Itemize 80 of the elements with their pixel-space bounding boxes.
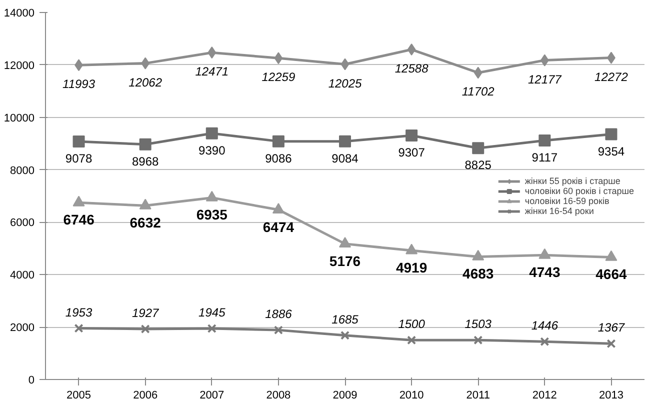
point: [274, 326, 283, 335]
data-label: 12025: [328, 76, 362, 90]
y-tick-label: 4000: [10, 270, 35, 282]
point: [474, 336, 483, 345]
y-tick-label: 14000: [4, 8, 35, 20]
y-tick-label: 0: [28, 374, 35, 386]
point: [272, 135, 284, 148]
data-label: 1927: [132, 306, 160, 320]
data-label: 6935: [196, 206, 228, 223]
point: [406, 130, 418, 142]
data-label: 8968: [132, 154, 160, 168]
data-label: 1953: [65, 305, 92, 320]
point: [139, 138, 152, 150]
data-label: 11702: [462, 84, 495, 99]
legend-label: жінки 16-54 роки: [524, 206, 594, 216]
data-label: 12177: [528, 72, 563, 86]
data-label: 9390: [198, 143, 226, 158]
data-label: 9354: [598, 144, 625, 158]
data-label: 12062: [128, 75, 162, 90]
data-label: 9078: [65, 152, 92, 166]
x-tick-label: 2013: [598, 390, 624, 401]
data-label: 1886: [265, 307, 292, 322]
point: [140, 324, 150, 334]
point: [207, 324, 216, 334]
legend-label: чоловіки 16-59 років: [524, 196, 610, 206]
data-label: 12471: [195, 64, 229, 79]
data-label: 1945: [198, 306, 226, 320]
data-label: 6632: [130, 214, 162, 231]
data-label: 9084: [332, 151, 359, 166]
x-tick-label: 2010: [399, 390, 424, 401]
data-label: 1500: [398, 317, 426, 332]
data-label: 12272: [594, 70, 628, 84]
x-tick-label: 2005: [66, 390, 92, 401]
data-label: 12259: [262, 70, 296, 84]
point: [72, 136, 85, 148]
data-label: 6746: [63, 212, 95, 228]
point: [474, 66, 482, 79]
data-label: 4664: [596, 266, 628, 282]
x-tick-label: 2011: [466, 390, 490, 401]
data-label: 4919: [396, 260, 428, 276]
data-label: 1685: [332, 312, 359, 326]
x-tick-label: 2007: [200, 390, 224, 401]
data-label: 8825: [464, 158, 492, 172]
point: [208, 46, 216, 59]
data-label: 9086: [265, 151, 292, 166]
data-label: 1446: [531, 318, 558, 333]
point: [340, 330, 350, 340]
point: [340, 58, 350, 70]
point: [538, 134, 551, 147]
data-label: 9117: [532, 150, 558, 165]
data-label: 1503: [464, 317, 492, 332]
y-tick-label: 8000: [10, 164, 35, 177]
data-label: 9307: [398, 146, 426, 160]
y-tick-label: 10000: [4, 112, 35, 124]
point: [407, 44, 416, 56]
point: [472, 142, 484, 154]
point: [274, 52, 283, 64]
point: [606, 339, 616, 348]
point: [339, 135, 351, 148]
data-label: 11993: [62, 77, 96, 92]
x-tick-label: 2008: [266, 390, 291, 401]
y-tick-label: 6000: [10, 217, 35, 230]
data-label: 5176: [329, 252, 361, 269]
point: [540, 337, 550, 346]
y-tick-label: 2000: [10, 322, 35, 334]
data-label: 12588: [394, 62, 429, 76]
legend-label: чоловіки 60 років і старше: [524, 186, 634, 196]
data-label: 4683: [462, 266, 494, 282]
data-label: 1367: [598, 320, 626, 335]
x-tick-label: 2012: [532, 390, 557, 401]
point: [74, 324, 84, 333]
legend-label: жінки 55 років і старше: [524, 176, 620, 186]
x-tick-label: 2006: [133, 390, 158, 401]
x-tick-label: 2009: [332, 390, 358, 401]
point: [407, 336, 416, 345]
point: [206, 127, 218, 140]
data-label: 4743: [529, 264, 560, 280]
point: [605, 128, 618, 140]
data-label: 6474: [262, 218, 294, 235]
y-tick-label: 12000: [4, 60, 35, 72]
